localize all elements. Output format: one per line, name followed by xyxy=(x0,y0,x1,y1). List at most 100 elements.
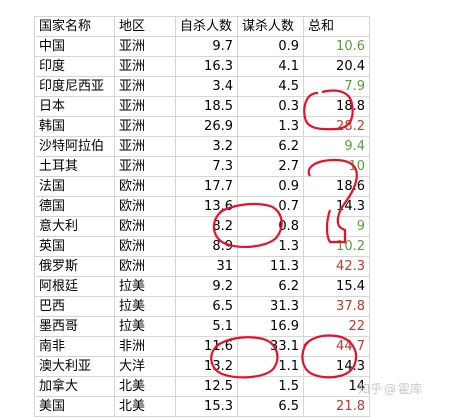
cell-region[interactable]: 北美 xyxy=(114,376,176,397)
cell-total[interactable]: 18.8 xyxy=(303,96,370,117)
cell-region[interactable]: 欧洲 xyxy=(114,196,176,217)
cell-homicides[interactable]: 0.8 xyxy=(237,216,304,237)
cell-region[interactable]: 北美 xyxy=(114,396,176,417)
cell-suicides[interactable]: 16.3 xyxy=(175,56,238,77)
cell-total[interactable]: 44.7 xyxy=(303,336,370,357)
cell-total[interactable]: 14.3 xyxy=(303,356,370,377)
cell-region[interactable]: 欧洲 xyxy=(114,216,176,237)
cell-region[interactable]: 非洲 xyxy=(114,336,176,357)
cell-total[interactable]: 10.6 xyxy=(303,36,370,57)
cell-country[interactable]: 法国 xyxy=(34,176,115,197)
cell-homicides[interactable]: 0.9 xyxy=(237,36,304,57)
cell-country[interactable]: 阿根廷 xyxy=(34,276,115,297)
cell-homicides[interactable]: 4.1 xyxy=(237,56,304,77)
cell-suicides[interactable]: 7.3 xyxy=(175,156,238,177)
cell-region[interactable]: 欧洲 xyxy=(114,236,176,257)
cell-suicides[interactable]: 15.3 xyxy=(175,396,238,417)
cell-region[interactable]: 大洋 xyxy=(114,356,176,377)
cell-homicides[interactable]: 33.1 xyxy=(237,336,304,357)
cell-country[interactable]: 沙特阿拉伯 xyxy=(34,136,115,157)
cell-total[interactable]: 14.3 xyxy=(303,196,370,217)
cell-country[interactable]: 加拿大 xyxy=(34,376,115,397)
cell-country[interactable]: 印度 xyxy=(34,56,115,77)
cell-region[interactable]: 亚洲 xyxy=(114,56,176,77)
cell-region[interactable]: 亚洲 xyxy=(114,116,176,137)
cell-total[interactable]: 10 xyxy=(303,156,370,177)
cell-homicides[interactable]: 6.5 xyxy=(237,396,304,417)
cell-homicides[interactable]: 0.7 xyxy=(237,196,304,217)
cell-suicides[interactable]: 13.6 xyxy=(175,196,238,217)
cell-country[interactable]: 巴西 xyxy=(34,296,115,317)
cell-homicides[interactable]: 31.3 xyxy=(237,296,304,317)
cell-homicides[interactable]: 0.9 xyxy=(237,176,304,197)
cell-suicides[interactable]: 6.5 xyxy=(175,296,238,317)
cell-suicides[interactable]: 12.5 xyxy=(175,376,238,397)
cell-homicides[interactable]: 1.3 xyxy=(237,236,304,257)
cell-country[interactable]: 英国 xyxy=(34,236,115,257)
cell-region[interactable]: 拉美 xyxy=(114,276,176,297)
cell-suicides[interactable]: 13.2 xyxy=(175,356,238,377)
cell-suicides[interactable]: 8.9 xyxy=(175,236,238,257)
cell-total[interactable]: 22 xyxy=(303,316,370,337)
cell-homicides[interactable]: 1.1 xyxy=(237,356,304,377)
cell-country[interactable]: 澳大利亚 xyxy=(34,356,115,377)
cell-suicides[interactable]: 9.2 xyxy=(175,276,238,297)
cell-homicides[interactable]: 11.3 xyxy=(237,256,304,277)
cell-suicides[interactable]: 11.6 xyxy=(175,336,238,357)
cell-suicides[interactable]: 3.2 xyxy=(175,136,238,157)
cell-homicides[interactable]: 1.3 xyxy=(237,116,304,137)
header-suicides[interactable]: 自杀人数 xyxy=(175,16,238,37)
cell-country[interactable]: 日本 xyxy=(34,96,115,117)
cell-homicides[interactable]: 4.5 xyxy=(237,76,304,97)
cell-total[interactable]: 7.9 xyxy=(303,76,370,97)
cell-homicides[interactable]: 6.2 xyxy=(237,276,304,297)
cell-homicides[interactable]: 6.2 xyxy=(237,136,304,157)
cell-country[interactable]: 俄罗斯 xyxy=(34,256,115,277)
cell-homicides[interactable]: 0.3 xyxy=(237,96,304,117)
header-country[interactable]: 国家名称 xyxy=(34,16,115,37)
cell-region[interactable]: 亚洲 xyxy=(114,76,176,97)
header-region[interactable]: 地区 xyxy=(114,16,176,37)
cell-suicides[interactable]: 5.1 xyxy=(175,316,238,337)
cell-total[interactable]: 15.4 xyxy=(303,276,370,297)
cell-country[interactable]: 南非 xyxy=(34,336,115,357)
cell-region[interactable]: 拉美 xyxy=(114,296,176,317)
cell-suicides[interactable]: 18.5 xyxy=(175,96,238,117)
cell-total[interactable]: 18.6 xyxy=(303,176,370,197)
cell-homicides[interactable]: 1.5 xyxy=(237,376,304,397)
cell-region[interactable]: 亚洲 xyxy=(114,136,176,157)
cell-homicides[interactable]: 2.7 xyxy=(237,156,304,177)
cell-country[interactable]: 意大利 xyxy=(34,216,115,237)
cell-total[interactable]: 9.4 xyxy=(303,136,370,157)
cell-suicides[interactable]: 26.9 xyxy=(175,116,238,137)
cell-suicides[interactable]: 9.7 xyxy=(175,36,238,57)
cell-region[interactable]: 亚洲 xyxy=(114,36,176,57)
cell-country[interactable]: 土耳其 xyxy=(34,156,115,177)
cell-total[interactable]: 20.4 xyxy=(303,56,370,77)
cell-country[interactable]: 印度尼西亚 xyxy=(34,76,115,97)
cell-total[interactable]: 21.8 xyxy=(303,396,370,417)
cell-suicides[interactable]: 8.2 xyxy=(175,216,238,237)
cell-country[interactable]: 墨西哥 xyxy=(34,316,115,337)
header-row: 国家名称 地区 自杀人数 谋杀人数 总和 xyxy=(34,16,370,37)
header-homicides[interactable]: 谋杀人数 xyxy=(237,16,304,37)
cell-total[interactable]: 37.8 xyxy=(303,296,370,317)
cell-total[interactable]: 28.2 xyxy=(303,116,370,137)
cell-suicides[interactable]: 17.7 xyxy=(175,176,238,197)
cell-country[interactable]: 德国 xyxy=(34,196,115,217)
cell-country[interactable]: 韩国 xyxy=(34,116,115,137)
header-total[interactable]: 总和 xyxy=(303,16,370,37)
cell-total[interactable]: 42.3 xyxy=(303,256,370,277)
cell-country[interactable]: 美国 xyxy=(34,396,115,417)
cell-total[interactable]: 9 xyxy=(303,216,370,237)
cell-region[interactable]: 欧洲 xyxy=(114,256,176,277)
cell-suicides[interactable]: 3.4 xyxy=(175,76,238,97)
cell-homicides[interactable]: 16.9 xyxy=(237,316,304,337)
cell-region[interactable]: 拉美 xyxy=(114,316,176,337)
cell-total[interactable]: 10.2 xyxy=(303,236,370,257)
cell-region[interactable]: 亚洲 xyxy=(114,156,176,177)
cell-region[interactable]: 亚洲 xyxy=(114,96,176,117)
cell-suicides[interactable]: 31 xyxy=(175,256,238,277)
cell-country[interactable]: 中国 xyxy=(34,36,115,57)
cell-region[interactable]: 欧洲 xyxy=(114,176,176,197)
